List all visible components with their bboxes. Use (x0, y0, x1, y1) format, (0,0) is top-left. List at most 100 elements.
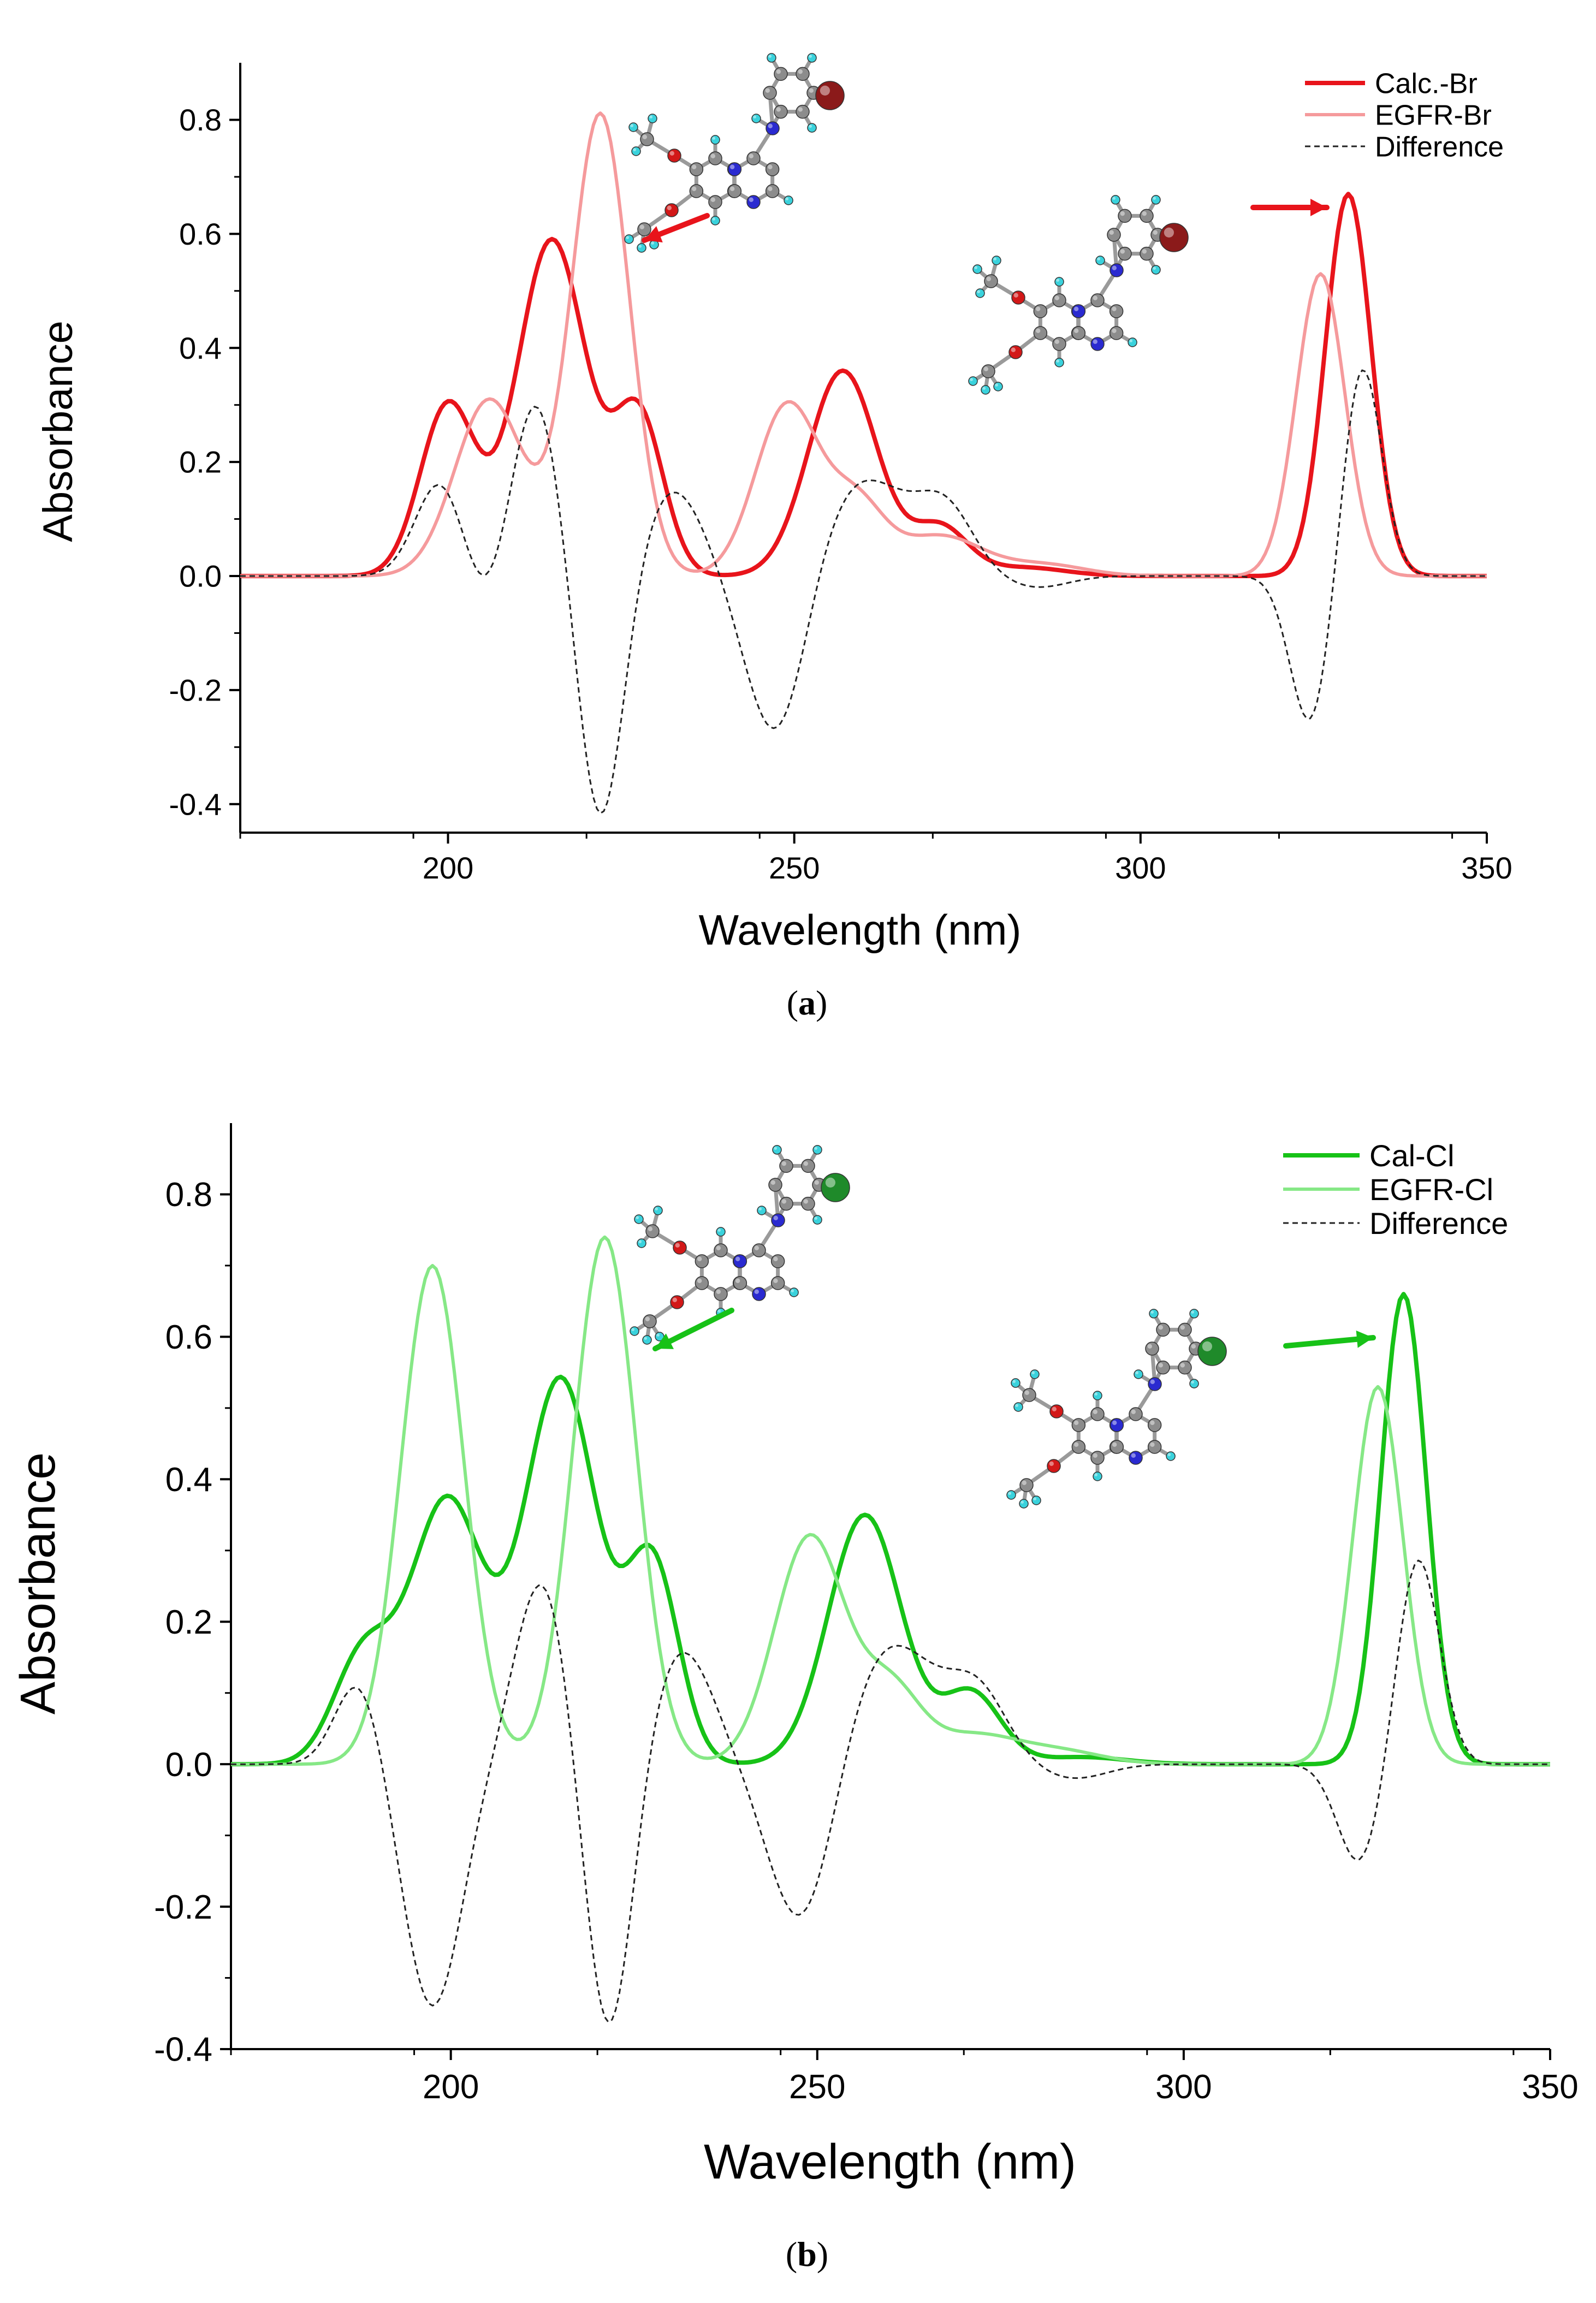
carbon-atom (1118, 209, 1132, 223)
carbon-atom (714, 1243, 728, 1257)
atom-highlight (1008, 1492, 1011, 1495)
atom-highlight (1150, 1310, 1154, 1314)
atom-highlight (1054, 339, 1059, 344)
oxygen-atom (1008, 345, 1023, 359)
atom-highlight (1112, 1420, 1117, 1425)
atom-highlight (1093, 1409, 1097, 1414)
hydrogen-atom (716, 1227, 726, 1237)
carbon-atom (708, 195, 722, 209)
atom-highlight (649, 115, 652, 118)
x-tick-label: 250 (789, 2068, 845, 2106)
hydrogen-atom (1166, 1451, 1176, 1461)
atom-highlight (656, 1333, 660, 1337)
carbon-atom (689, 162, 704, 176)
hydrogen-atom (1011, 1378, 1021, 1388)
hydrogen-atom (1189, 1309, 1199, 1319)
atom-highlight (645, 1316, 650, 1321)
carbon-atom (774, 104, 788, 119)
atom-highlight (1142, 211, 1147, 216)
atom-highlight (1112, 328, 1117, 333)
atom-highlight (1049, 1461, 1054, 1466)
carbon-atom (1109, 326, 1124, 340)
carbon-atom (796, 67, 810, 81)
atom-highlight (1129, 339, 1133, 342)
series-line-cal-cl (231, 1292, 1550, 1767)
hydrogen-atom (1095, 256, 1105, 265)
atom-highlight (1191, 1344, 1196, 1349)
carbon-atom (689, 184, 704, 198)
atom-highlight (669, 151, 674, 156)
hydrogen-atom (1149, 1309, 1159, 1319)
atom-highlight (753, 115, 756, 118)
carbon-atom (1110, 1440, 1124, 1454)
atom-highlight (749, 153, 753, 158)
atom-highlight (642, 134, 647, 139)
carbon-atom (1090, 293, 1105, 307)
carbon-atom (765, 184, 780, 198)
arrow-head (644, 226, 663, 242)
atom-highlight (716, 1289, 721, 1294)
carbon-atom (779, 1159, 793, 1173)
atom-highlight (1052, 1406, 1057, 1411)
legend-label: Difference (1375, 132, 1504, 163)
atom-highlight (1022, 1480, 1027, 1485)
atom-highlight (995, 383, 998, 387)
hydrogen-atom (1128, 337, 1137, 347)
halogen-atom (815, 81, 845, 110)
atom-highlight (651, 241, 654, 245)
atom-highlight (768, 164, 773, 169)
nitrogen-atom (1129, 1451, 1143, 1465)
hydrogen-atom (710, 135, 720, 145)
atom-highlight (974, 266, 977, 269)
atom-highlight (735, 1256, 740, 1261)
carbon-atom (779, 1196, 793, 1211)
atom-highlight (791, 1289, 794, 1292)
atom-highlight (1015, 1404, 1018, 1407)
hydrogen-atom (637, 243, 646, 253)
carbon-atom (768, 1178, 782, 1192)
carbon-atom (714, 1287, 728, 1301)
atom-highlight (1191, 1380, 1194, 1384)
atom-highlight (735, 1278, 740, 1283)
atom-highlight (1180, 1363, 1185, 1368)
atom-highlight (1142, 249, 1147, 254)
atom-highlight (774, 1147, 777, 1150)
oxygen-atom (1047, 1459, 1061, 1473)
nitrogen-atom (1090, 337, 1105, 351)
hydrogen-atom (1151, 195, 1161, 205)
nitrogen-atom (1071, 304, 1086, 318)
atom-highlight (1112, 1442, 1117, 1447)
atom-highlight (814, 1147, 817, 1150)
hydrogen-atom (1030, 1369, 1040, 1379)
carbon-atom (770, 1276, 785, 1290)
atom-highlight (1120, 249, 1125, 254)
carbon-atom (1107, 228, 1121, 242)
atom-highlight (667, 205, 672, 210)
series-line-egfr-cl (231, 1235, 1550, 1766)
hydrogen-atom (972, 264, 982, 274)
carbon-atom (801, 1196, 815, 1211)
atom-highlight (697, 1278, 702, 1283)
hydrogen-atom (1111, 195, 1120, 205)
hydrogen-atom (628, 122, 638, 132)
atom-highlight (1191, 1310, 1194, 1314)
atom-highlight (1073, 328, 1079, 333)
panel-b-plot-area (231, 1123, 1550, 2049)
atom-highlight (636, 1216, 639, 1219)
atom-highlight (675, 1243, 680, 1248)
carbon-atom (770, 1254, 785, 1268)
nitrogen-atom (733, 1254, 747, 1268)
atom-highlight (638, 245, 642, 248)
pointer-arrow (642, 213, 710, 243)
carbon-atom (1071, 326, 1086, 340)
y-tick-label: 0.4 (165, 1461, 212, 1499)
carbon-atom (643, 1314, 657, 1328)
atom-highlight (1120, 211, 1125, 216)
atom-highlight (1109, 230, 1114, 235)
y-tick-label: -0.2 (169, 673, 222, 707)
hydrogen-atom (993, 382, 1003, 391)
hydrogen-atom (1151, 265, 1161, 275)
hydrogen-atom (642, 1335, 652, 1345)
atom-highlight (626, 236, 629, 239)
atom-highlight (1073, 306, 1079, 311)
